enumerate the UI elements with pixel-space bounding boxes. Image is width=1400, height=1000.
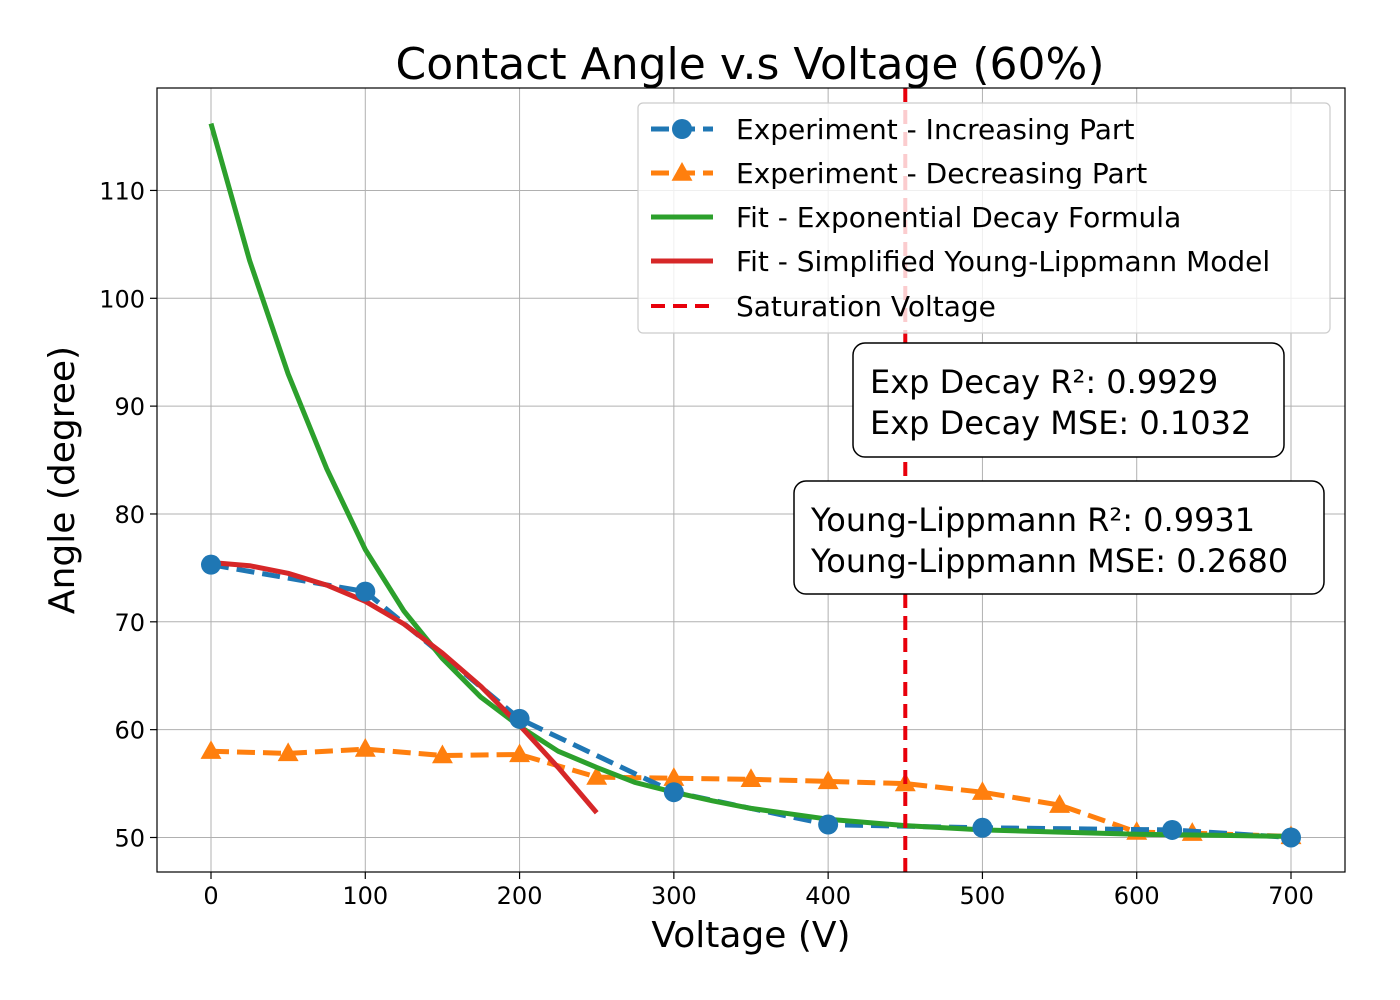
annotation-line: Young-Lippmann R²: 0.9931 [810, 501, 1255, 539]
x-tick-label: 400 [805, 882, 851, 910]
annotation-frame [852, 342, 1285, 458]
point-decreasing [817, 770, 839, 790]
legend-swatch-marker [671, 162, 693, 181]
legend-label: Experiment - Increasing Part [736, 113, 1134, 146]
ticks: 0 100 200 300 400 500 600 700 50 60 70 80 90 100 110 [99, 177, 1314, 910]
legend: Experiment - Increasing Part Experiment -… [637, 102, 1331, 334]
y-tick-label: 80 [114, 501, 145, 529]
legend-swatch-marker [672, 119, 692, 139]
x-tick-label: 200 [497, 882, 543, 910]
y-tick-label: 60 [114, 717, 145, 745]
point-increasing [201, 554, 221, 575]
point-decreasing [663, 767, 685, 786]
point-increasing [1281, 827, 1301, 848]
point-increasing [1162, 819, 1183, 840]
point-decreasing [277, 742, 299, 762]
y-tick-label: 50 [114, 824, 145, 852]
point-decreasing [740, 768, 762, 787]
y-tick-label: 110 [99, 177, 145, 205]
x-tick-label: 0 [203, 882, 218, 910]
data-layer [200, 88, 1302, 872]
y-tick-label: 100 [99, 285, 145, 313]
legend-label: Saturation Voltage [736, 290, 996, 323]
point-increasing [663, 782, 684, 803]
point-decreasing [200, 740, 222, 759]
x-tick-label: 100 [342, 882, 388, 910]
x-tick-label: 700 [1268, 882, 1314, 910]
x-tick-label: 500 [960, 882, 1006, 910]
point-increasing [509, 708, 530, 729]
point-decreasing [509, 743, 531, 763]
y-tick-label: 70 [114, 609, 145, 637]
annotation-line: Exp Decay R²: 0.9929 [870, 363, 1218, 401]
point-decreasing [971, 781, 993, 800]
annotation-line: Exp Decay MSE: 0.1032 [870, 404, 1251, 442]
legend-label: Experiment - Decreasing Part [736, 157, 1147, 190]
point-increasing [355, 581, 376, 602]
point-decreasing [586, 766, 608, 785]
point-increasing [972, 817, 993, 838]
point-increasing [818, 814, 839, 835]
chart-title: Contact Angle v.s Voltage (60%) [395, 39, 1104, 90]
x-tick-label: 300 [651, 882, 697, 910]
point-decreasing [354, 738, 376, 757]
legend-label: Fit - Simplified Young-Lippmann Model [736, 245, 1270, 278]
y-axis-title: Angle (degree) [42, 346, 83, 614]
point-decreasing [431, 744, 453, 764]
x-tick-label: 600 [1114, 882, 1160, 910]
legend-label: Fit - Exponential Decay Formula [736, 201, 1181, 234]
series-line-exp-fit [208, 122, 1292, 839]
legend-box [637, 102, 1331, 334]
series-line-yl-fit [210, 560, 599, 815]
annotation-frame [793, 480, 1325, 595]
point-decreasing [1049, 794, 1071, 813]
axes-frame [156, 87, 1346, 873]
x-axis-title: Voltage (V) [651, 915, 850, 956]
annotation-line: Young-Lippmann MSE: 0.2680 [810, 542, 1288, 580]
annotation-box: Young-Lippmann R²: 0.9931Young-Lippmann … [793, 480, 1325, 595]
y-tick-label: 90 [114, 393, 145, 421]
